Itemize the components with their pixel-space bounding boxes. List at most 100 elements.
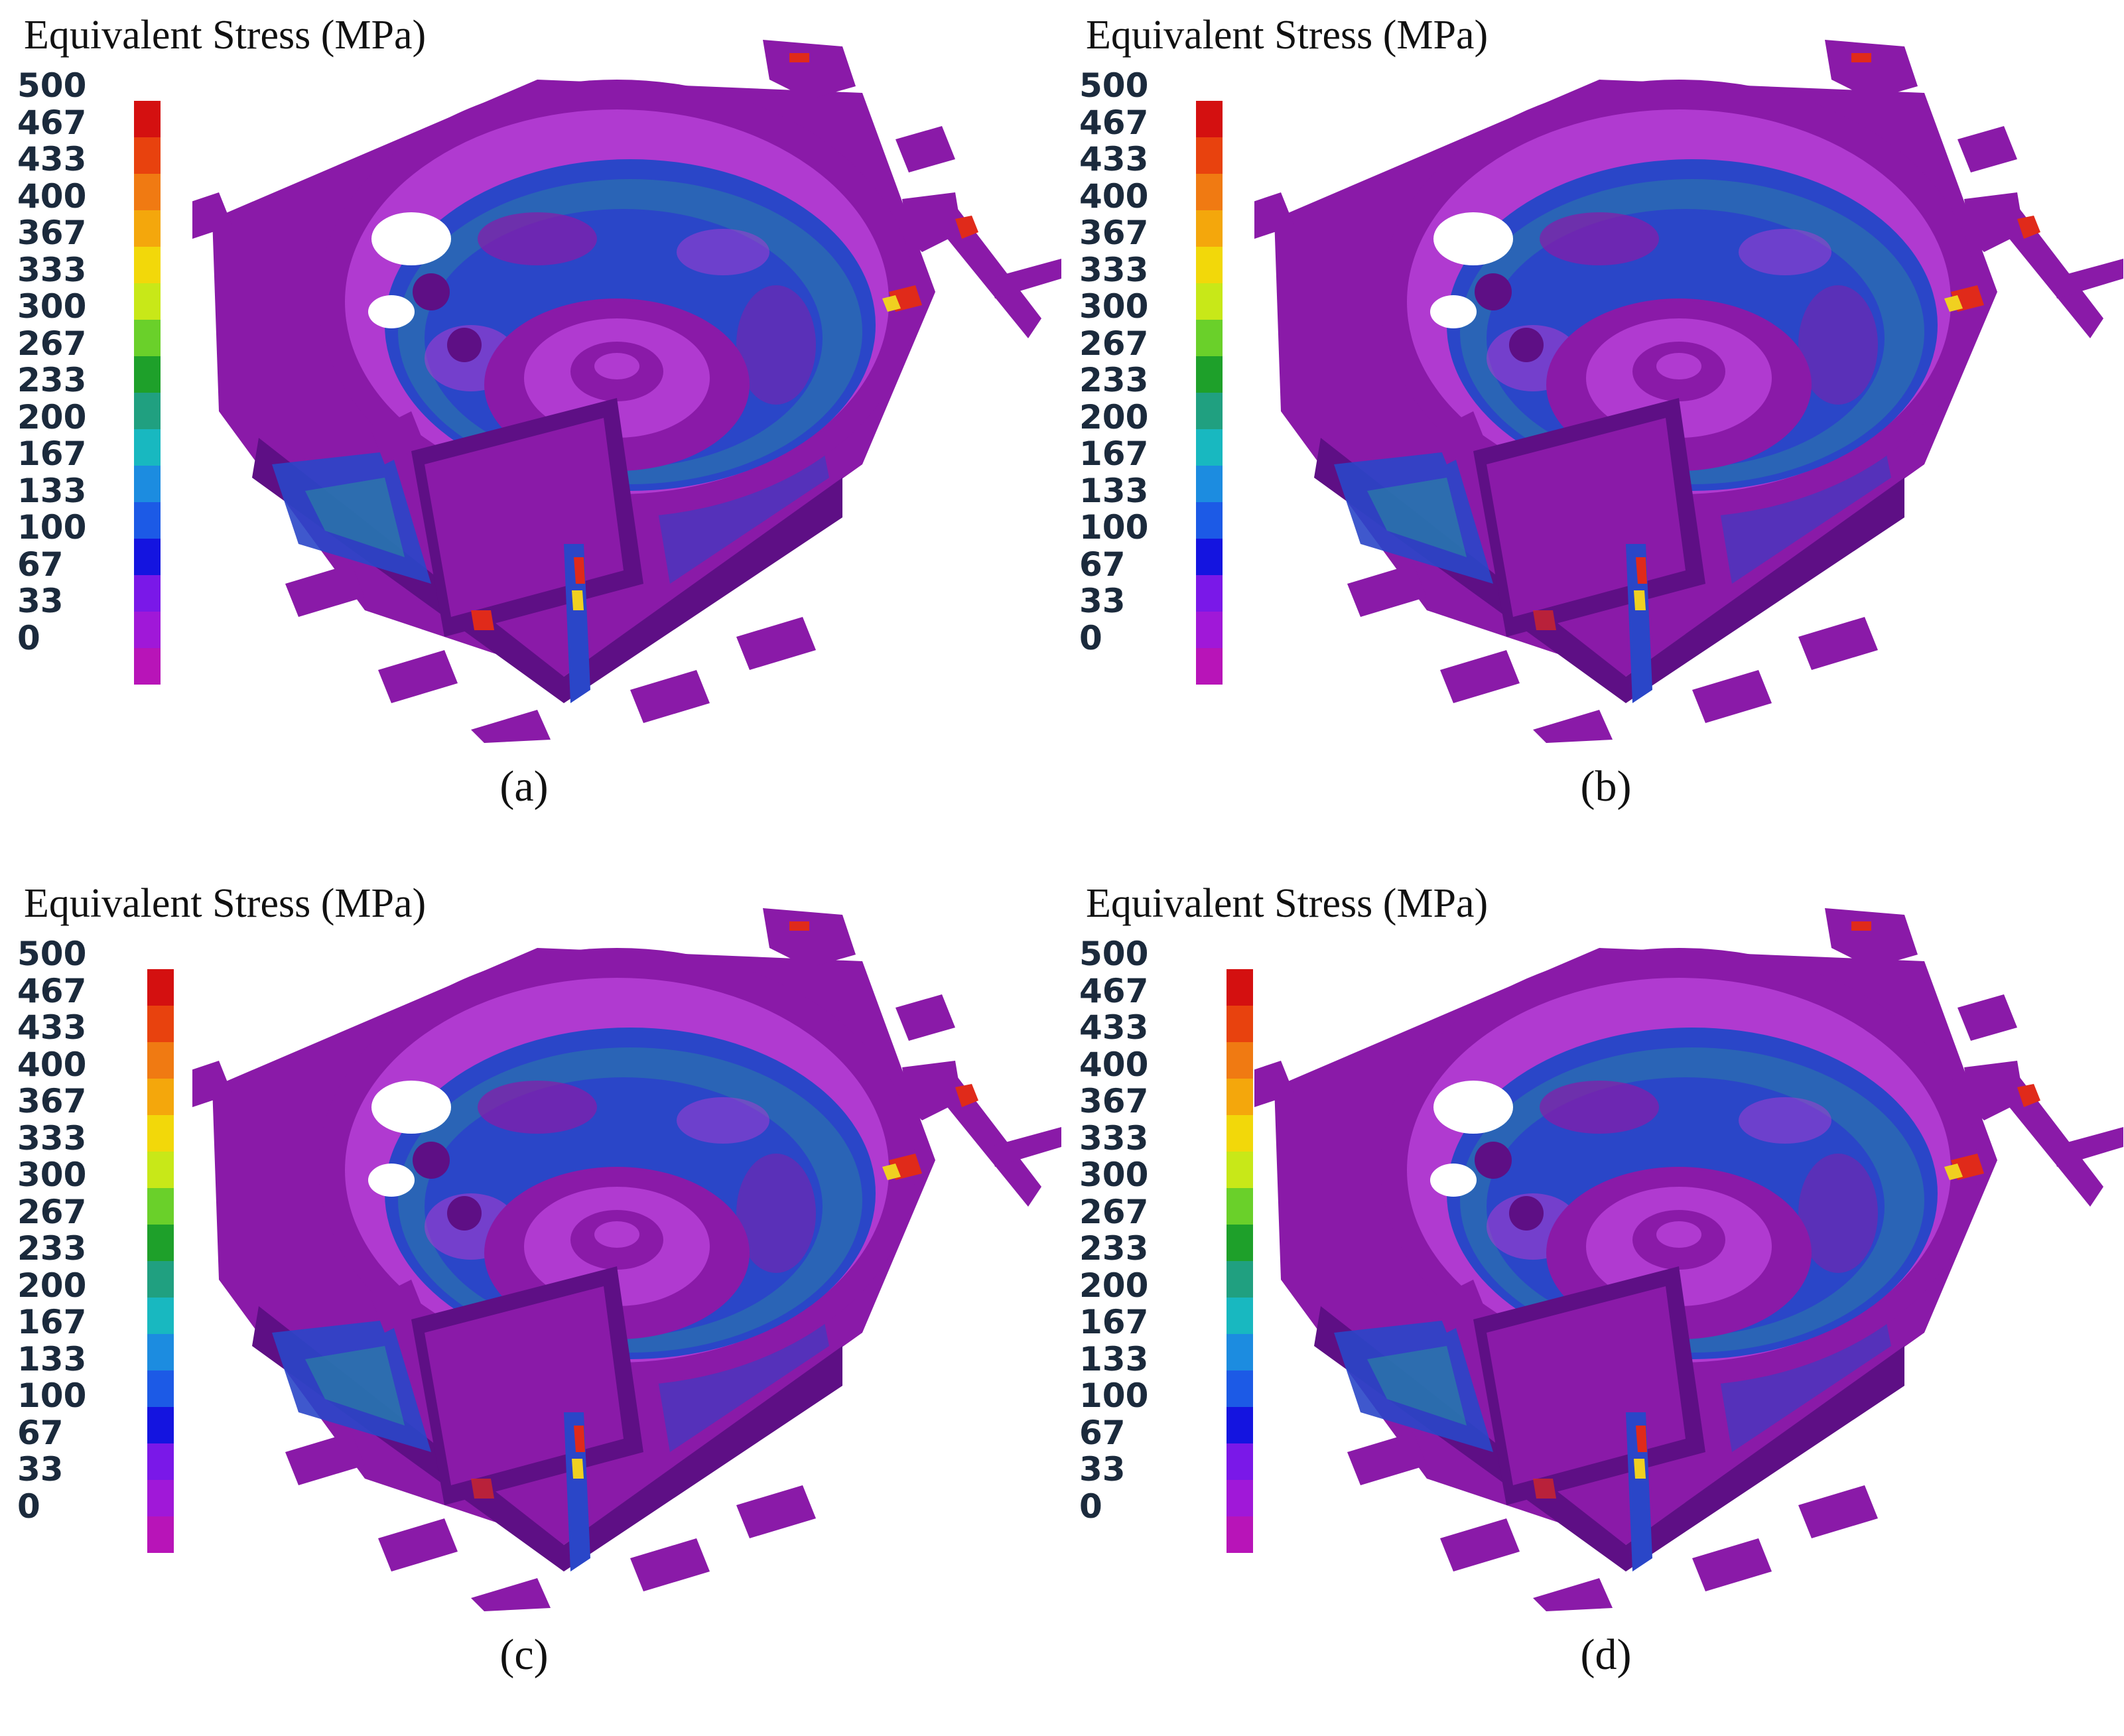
colorbar-tick-label: 67 (17, 545, 64, 584)
colorbar-tick-label: 433 (17, 1008, 87, 1047)
colorbar-segment (147, 1443, 174, 1480)
colorbar-tick-label: 267 (1079, 1192, 1149, 1231)
stress-contour-model (179, 908, 1061, 1611)
colorbar-segment (1227, 1298, 1253, 1334)
colorbar-tick-label: 400 (17, 1045, 87, 1084)
colorbar-segment (147, 1516, 174, 1553)
panel-c: Equivalent Stress (MPa) 500 467 433 400 367 33… (0, 868, 1062, 1736)
colorbar-tick-label: 233 (17, 1229, 87, 1268)
colorbar-tick-label: 67 (1079, 545, 1126, 584)
colorbar-tick-label: 133 (17, 1339, 87, 1378)
colorbar (134, 101, 161, 685)
colorbar-segment (147, 1298, 174, 1334)
colorbar-tick-label: 167 (1079, 1303, 1149, 1341)
colorbar-tick-label: 100 (1079, 508, 1149, 547)
colorbar-tick-label: 67 (17, 1413, 64, 1452)
colorbar-segment (1227, 1261, 1253, 1298)
colorbar-segment (134, 210, 161, 247)
colorbar-segment (134, 502, 161, 539)
colorbar-segment (1196, 539, 1223, 575)
colorbar-segment (147, 1042, 174, 1079)
colorbar-tick-label: 0 (1079, 618, 1102, 657)
colorbar-segment (1227, 1006, 1253, 1042)
colorbar-title: Equivalent Stress (MPa) (1086, 13, 1489, 58)
colorbar-tick-labels: 500 467 433 400 367 333 300 267 233 200 167 133 100 6… (17, 66, 87, 657)
panel-a: Equivalent Stress (MPa) 500 467 433 400 367 33… (0, 0, 1062, 868)
colorbar-tick-label: 400 (1079, 1045, 1149, 1084)
colorbar-tick-label: 300 (17, 287, 87, 326)
colorbar-tick-label: 267 (1079, 324, 1149, 363)
colorbar-tick-label: 333 (1079, 1118, 1149, 1158)
colorbar-segment (1227, 1188, 1253, 1225)
colorbar-tick-label: 467 (17, 103, 87, 142)
colorbar-segment (1227, 1480, 1253, 1516)
colorbar-segment (1196, 101, 1223, 137)
colorbar-segment (147, 1225, 174, 1261)
colorbar-segment (134, 137, 161, 174)
colorbar-tick-label: 133 (1079, 1339, 1149, 1378)
colorbar-segment (147, 1480, 174, 1516)
colorbar-tick-label: 300 (17, 1156, 87, 1194)
colorbar-tick-label: 233 (1079, 1229, 1149, 1268)
colorbar-tick-label: 0 (1079, 1487, 1102, 1526)
colorbar-segment (1196, 393, 1223, 429)
colorbar-tick-label: 400 (1079, 176, 1149, 216)
colorbar-tick-label: 133 (1079, 471, 1149, 510)
colorbar-segment (1196, 137, 1223, 174)
colorbar-segment (134, 575, 161, 612)
colorbar-segment (1227, 1407, 1253, 1443)
colorbar-segment (1196, 648, 1223, 685)
colorbar-segment (134, 101, 161, 137)
colorbar-tick-label: 33 (1079, 582, 1126, 620)
panel-caption: (a) (499, 762, 549, 811)
colorbar-segment (1196, 612, 1223, 648)
colorbar-tick-label: 467 (1079, 971, 1149, 1010)
colorbar-segment (134, 356, 161, 393)
colorbar-tick-label: 500 (17, 66, 87, 105)
colorbar-tick-label: 200 (1079, 1266, 1149, 1305)
stress-contour-model (1241, 40, 2123, 743)
colorbar (147, 969, 174, 1553)
colorbar-segment (147, 1079, 174, 1115)
colorbar-tick-label: 33 (17, 1450, 64, 1489)
colorbar-tick-label: 167 (17, 1303, 87, 1341)
colorbar-segment (1196, 320, 1223, 356)
colorbar-segment (134, 466, 161, 502)
colorbar-segment (134, 648, 161, 685)
colorbar-segment (1227, 1115, 1253, 1152)
colorbar-segment (1227, 1225, 1253, 1261)
colorbar-tick-labels: 500 467 433 400 367 333 300 267 233 200 167 133 100 6… (1079, 67, 1149, 657)
colorbar-tick-labels: 500 467 433 400 367 333 300 267 233 200 167 133 100 6… (17, 935, 87, 1525)
colorbar-title: Equivalent Stress (MPa) (24, 13, 427, 58)
colorbar-segment (1196, 466, 1223, 502)
colorbar-tick-label: 367 (1079, 1082, 1149, 1120)
colorbar-segment (1227, 1370, 1253, 1407)
colorbar-segment (1196, 283, 1223, 320)
colorbar-segment (134, 539, 161, 575)
panel-caption: (d) (1580, 1631, 1632, 1679)
panel-caption: (b) (1580, 762, 1632, 811)
colorbar-tick-label: 233 (1079, 361, 1149, 399)
colorbar-tick-label: 233 (17, 361, 87, 399)
colorbar-segment (147, 1370, 174, 1407)
colorbar-segment (1196, 356, 1223, 393)
colorbar-segment (1227, 969, 1253, 1006)
colorbar-segment (134, 174, 161, 210)
colorbar-segment (1227, 1516, 1253, 1553)
colorbar-tick-label: 433 (17, 140, 87, 178)
colorbar-segment (147, 1115, 174, 1152)
colorbar-segment (134, 429, 161, 466)
colorbar-segment (1196, 575, 1223, 612)
colorbar (1196, 101, 1223, 685)
colorbar-segment (147, 1334, 174, 1370)
colorbar-title: Equivalent Stress (MPa) (1086, 881, 1489, 926)
colorbar-tick-label: 200 (17, 1266, 87, 1305)
colorbar-segment (147, 1188, 174, 1225)
colorbar-tick-label: 200 (1079, 397, 1149, 436)
colorbar-segment (147, 1152, 174, 1188)
colorbar-segment (134, 393, 161, 429)
colorbar-segment (147, 1261, 174, 1298)
colorbar-tick-label: 167 (17, 434, 87, 473)
colorbar-segment (147, 1006, 174, 1042)
colorbar-segment (1227, 1042, 1253, 1079)
